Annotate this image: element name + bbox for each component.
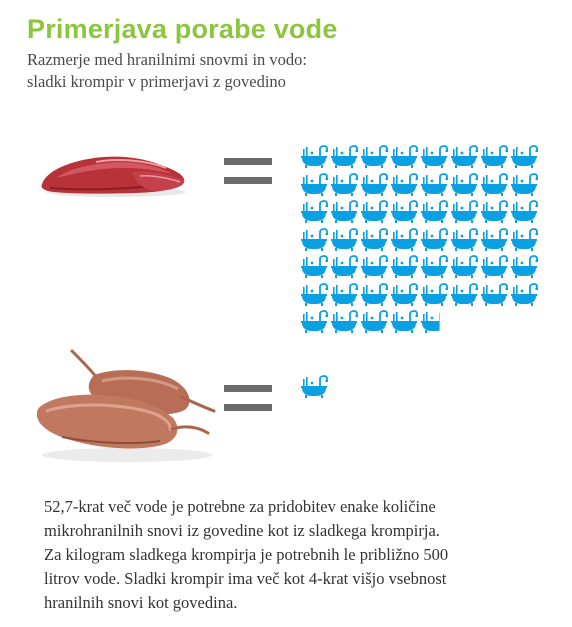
bathtub-icon (510, 255, 538, 279)
bathtub-icon (480, 255, 508, 279)
bathtub-icon (510, 227, 538, 252)
subtitle: Razmerje med hranilnimi snovmi in vodo: … (27, 49, 307, 93)
bathtub-icon (300, 255, 328, 279)
bathtub-icon (360, 255, 388, 279)
bathtub-icon (450, 172, 478, 197)
beef-steak-image (36, 148, 192, 205)
description-line: litrov vode. Sladki krompir ima več kot … (44, 569, 447, 588)
sweet-potato-image (32, 345, 222, 470)
bathtub-icon (330, 200, 358, 224)
bathtub-icon (420, 310, 448, 334)
bathtub-icon (480, 200, 508, 224)
subtitle-line: sladki krompir v primerjavi z govedino (27, 72, 286, 91)
bathtub-icon (420, 200, 448, 224)
bathtub-icon (300, 145, 328, 169)
bathtub-icon (360, 227, 388, 252)
bathtub-icon (330, 145, 358, 169)
equals-sign (224, 158, 272, 196)
bathtub-icon (450, 200, 478, 224)
subtitle-line: Razmerje med hranilnimi snovmi in vodo: (27, 50, 307, 69)
bathtub-icon (510, 172, 538, 197)
bathtub-icon (360, 200, 388, 224)
bathtub-icon (420, 227, 448, 252)
bathtub-icon (360, 172, 388, 197)
bathtub-icon (300, 227, 328, 252)
bathtub-icon (480, 172, 508, 197)
bathtub-icon (300, 375, 328, 399)
bathtub-icon (390, 200, 418, 224)
bathtub-icon (390, 255, 418, 279)
bathtub-icon (330, 282, 358, 307)
bathtub-icon (390, 310, 418, 334)
bathtub-icon (390, 227, 418, 252)
bathtub-icon (450, 255, 478, 279)
bathtub-icon (300, 310, 328, 334)
bathtub-icon (450, 145, 478, 169)
bathtub-icon (510, 282, 538, 307)
bathtub-icon (480, 145, 508, 169)
bathtub-icon (480, 282, 508, 307)
description-line: 52,7-krat več vode je potrebne za pridob… (44, 497, 436, 516)
bathtub-icon (420, 145, 448, 169)
bathtub-icon (420, 255, 448, 279)
description-line: mikrohranilnih snovi iz govedine kot iz … (44, 521, 440, 540)
description-line: hranilnih snovi kot govedina. (44, 593, 238, 612)
bathtub-icon (330, 255, 358, 279)
bathtub-icon (300, 172, 328, 197)
description-text: 52,7-krat več vode je potrebne za pridob… (44, 495, 544, 615)
bathtub-icon (420, 282, 448, 307)
page-title: Primerjava porabe vode (27, 14, 338, 44)
bathtub-icon (510, 200, 538, 224)
bathtub-icon (330, 227, 358, 252)
bathtub-icon (360, 145, 388, 169)
bathtub-icon (330, 172, 358, 197)
bathtub-icon (390, 145, 418, 169)
bathtub-icon (420, 172, 448, 197)
bathtub-icon (450, 227, 478, 252)
equals-sign (224, 385, 272, 423)
bathtub-icon (330, 310, 358, 334)
bathtub-icon (360, 282, 388, 307)
bathtub-icon (480, 227, 508, 252)
description-line: Za kilogram sladkega krompirja je potreb… (44, 545, 449, 564)
bathtub-icon (390, 282, 418, 307)
bathtub-icon (510, 145, 538, 169)
bathtub-icon (300, 282, 328, 307)
bathtub-icon (300, 200, 328, 224)
bathtub-icon (390, 172, 418, 197)
bathtub-icon (450, 282, 478, 307)
bathtub-icon (360, 310, 388, 334)
